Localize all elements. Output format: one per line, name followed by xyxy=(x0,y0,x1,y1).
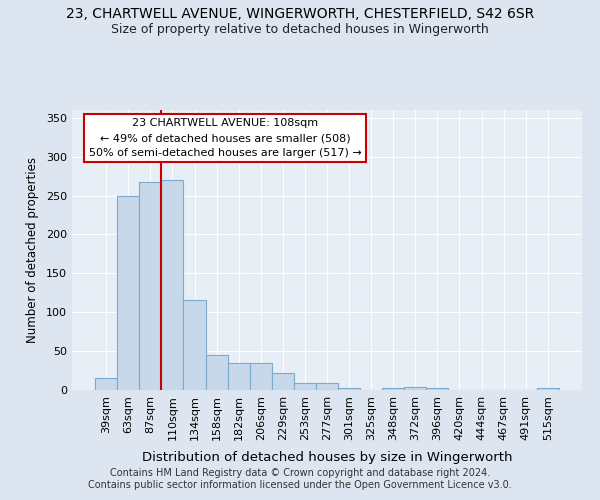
Bar xyxy=(537,388,559,390)
Bar xyxy=(95,378,117,390)
Bar xyxy=(294,383,316,390)
Bar xyxy=(250,363,272,390)
Bar xyxy=(272,373,294,390)
Bar xyxy=(139,182,161,390)
Text: Contains public sector information licensed under the Open Government Licence v3: Contains public sector information licen… xyxy=(88,480,512,490)
Bar xyxy=(382,388,404,390)
Bar xyxy=(227,363,250,390)
Bar xyxy=(206,355,227,390)
X-axis label: Distribution of detached houses by size in Wingerworth: Distribution of detached houses by size … xyxy=(142,451,512,464)
Y-axis label: Number of detached properties: Number of detached properties xyxy=(26,157,39,343)
Bar xyxy=(338,388,360,390)
Text: Size of property relative to detached houses in Wingerworth: Size of property relative to detached ho… xyxy=(111,22,489,36)
Bar xyxy=(427,388,448,390)
Text: 23, CHARTWELL AVENUE, WINGERWORTH, CHESTERFIELD, S42 6SR: 23, CHARTWELL AVENUE, WINGERWORTH, CHEST… xyxy=(66,8,534,22)
Bar xyxy=(404,387,427,390)
Bar xyxy=(184,300,206,390)
Bar xyxy=(117,196,139,390)
Text: 23 CHARTWELL AVENUE: 108sqm
← 49% of detached houses are smaller (508)
50% of se: 23 CHARTWELL AVENUE: 108sqm ← 49% of det… xyxy=(89,118,361,158)
Bar xyxy=(161,180,184,390)
Text: Contains HM Land Registry data © Crown copyright and database right 2024.: Contains HM Land Registry data © Crown c… xyxy=(110,468,490,477)
Bar xyxy=(316,383,338,390)
